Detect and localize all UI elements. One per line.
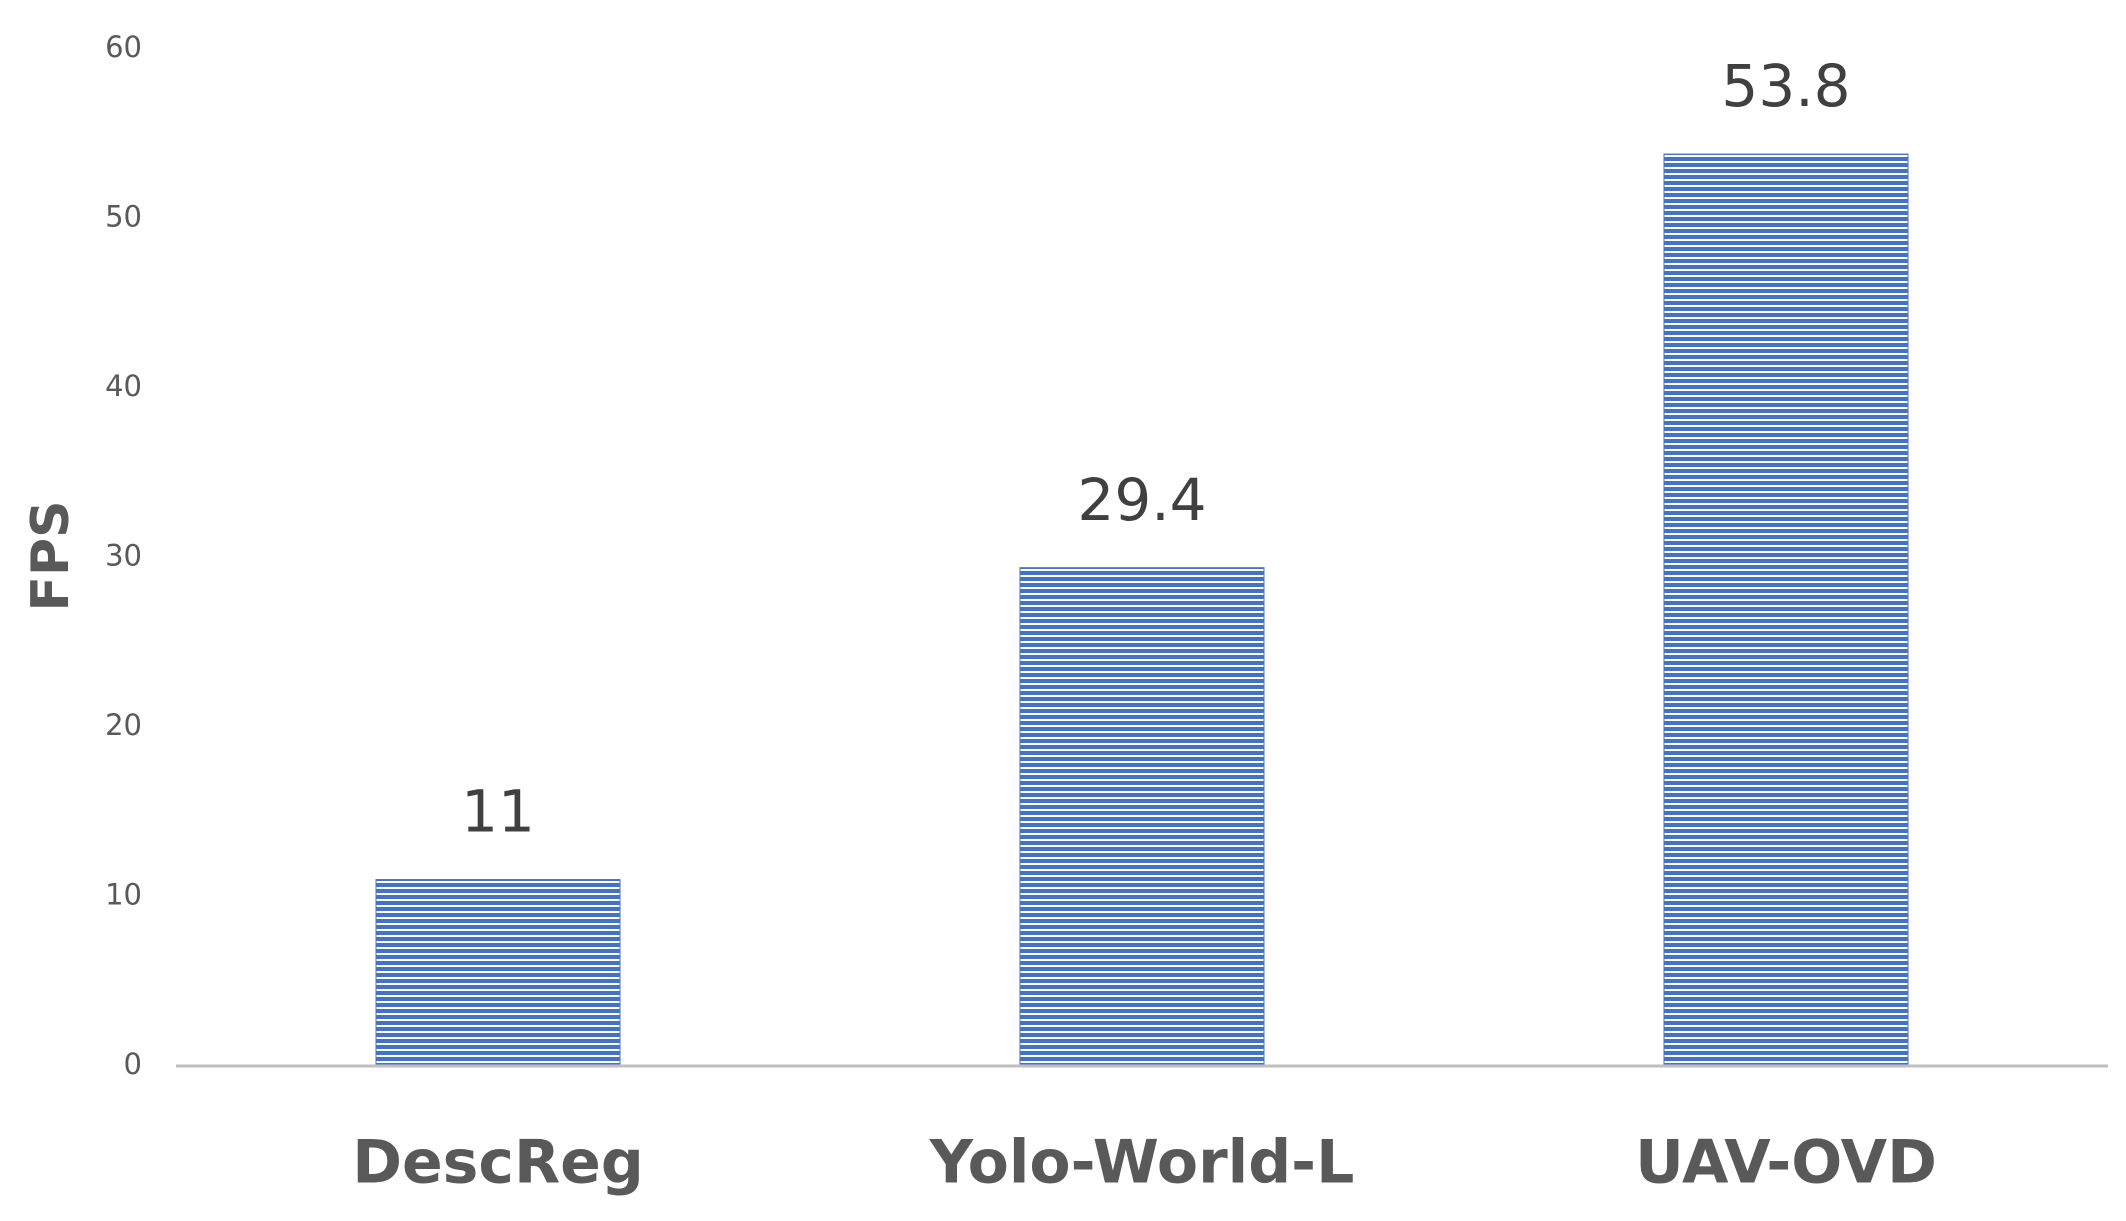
bar — [375, 879, 621, 1067]
data-label: 53.8 — [1721, 52, 1850, 120]
y-tick-label: 50 — [105, 200, 142, 234]
y-tick-label: 0 — [124, 1047, 142, 1081]
y-tick-label: 40 — [105, 369, 142, 403]
x-tick-label: DescReg — [352, 1128, 644, 1198]
x-tick-label: UAV-OVD — [1635, 1128, 1937, 1198]
data-label: 11 — [461, 778, 535, 846]
x-tick-label: Yolo-World-L — [929, 1128, 1355, 1198]
y-axis-label: FPS — [21, 500, 81, 611]
y-tick-label: 10 — [105, 878, 142, 912]
y-tick-label: 20 — [105, 708, 142, 742]
bar — [1019, 567, 1265, 1067]
bar — [1663, 153, 1909, 1067]
y-tick-label: 30 — [105, 539, 142, 573]
y-tick-label: 60 — [105, 30, 142, 64]
data-label: 29.4 — [1077, 466, 1206, 534]
